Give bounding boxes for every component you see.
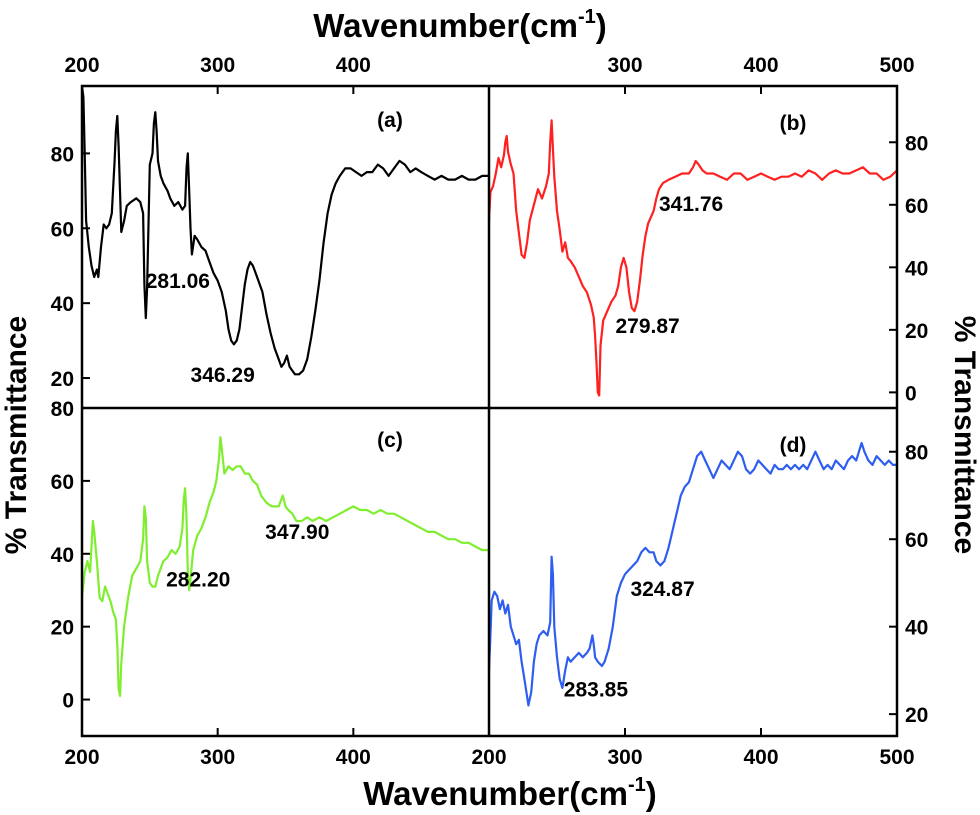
peak-annotation: 283.85 xyxy=(564,679,629,702)
bottom-x-axis-title: Wavenumber(cm-1) xyxy=(363,774,656,812)
y-tick-label: 40 xyxy=(51,544,74,567)
peak-annotation: 341.76 xyxy=(659,193,723,216)
y-tick-label: 60 xyxy=(905,195,928,218)
y-tick-label: 60 xyxy=(51,471,74,494)
panel-a: 20 40 60 80 200 300 400 (a) 281.06 346.29 xyxy=(51,54,489,391)
peak-annotation: 347.90 xyxy=(265,521,329,544)
x-tick-label: 500 xyxy=(879,54,914,77)
peak-annotation: 279.87 xyxy=(615,315,679,338)
panel-label: (a) xyxy=(377,109,403,132)
series-line-b xyxy=(487,119,898,397)
y-tick-label: 40 xyxy=(51,293,74,316)
x-tick-label: 200 xyxy=(64,54,99,77)
x-tick-label: 200 xyxy=(64,746,99,769)
y-tick-label: 80 xyxy=(51,398,74,421)
series-line-a xyxy=(80,85,489,376)
series-line-c xyxy=(80,436,489,697)
series-line-d xyxy=(487,441,897,707)
x-tick-label: 200 xyxy=(471,746,506,769)
panel-label: (d) xyxy=(780,434,807,457)
panel-b: 0 20 40 60 80 300 400 500 (b) 341.76 279.87 xyxy=(487,54,928,405)
y-tick-label: 20 xyxy=(905,320,928,343)
panel-label: (b) xyxy=(780,112,807,135)
panel-d: 20 40 60 80 200 300 400 500 (d) 324.87 283.85 xyxy=(471,434,928,769)
x-tick-label: 400 xyxy=(743,746,778,769)
left-y-axis-title: % Transmittance xyxy=(0,316,33,554)
peak-annotation: 282.20 xyxy=(166,569,230,592)
x-tick-label: 300 xyxy=(607,54,642,77)
y-tick-label: 60 xyxy=(51,218,74,241)
x-tick-label: 400 xyxy=(336,746,371,769)
right-y-axis-title: % Transmittance xyxy=(948,316,980,554)
peak-annotation: 324.87 xyxy=(630,578,694,601)
plot-frame xyxy=(80,84,899,738)
top-x-axis-title: Wavenumber(cm-1) xyxy=(313,6,606,44)
x-tick-label: 300 xyxy=(200,746,235,769)
y-tick-label: 20 xyxy=(905,704,928,727)
y-tick-label: 40 xyxy=(905,617,928,640)
y-tick-label: 60 xyxy=(905,529,928,552)
x-tick-label: 400 xyxy=(336,54,371,77)
peak-annotation: 281.06 xyxy=(146,270,210,293)
x-tick-label: 500 xyxy=(879,746,914,769)
y-tick-label: 20 xyxy=(51,368,74,391)
x-tick-label: 300 xyxy=(607,746,642,769)
y-tick-label: 40 xyxy=(905,257,928,280)
y-tick-label: 80 xyxy=(905,442,928,465)
y-tick-label: 80 xyxy=(905,132,928,155)
y-tick-label: 0 xyxy=(62,690,74,713)
y-tick-label: 0 xyxy=(905,382,917,405)
panel-label: (c) xyxy=(377,429,403,452)
x-tick-label: 400 xyxy=(743,54,778,77)
x-tick-label: 300 xyxy=(200,54,235,77)
y-tick-label: 20 xyxy=(51,617,74,640)
panel-c: 0 20 40 60 80 200 300 400 (c) 282.20 347.90 xyxy=(51,398,489,769)
y-tick-label: 80 xyxy=(51,143,74,166)
peak-annotation: 346.29 xyxy=(191,364,255,387)
